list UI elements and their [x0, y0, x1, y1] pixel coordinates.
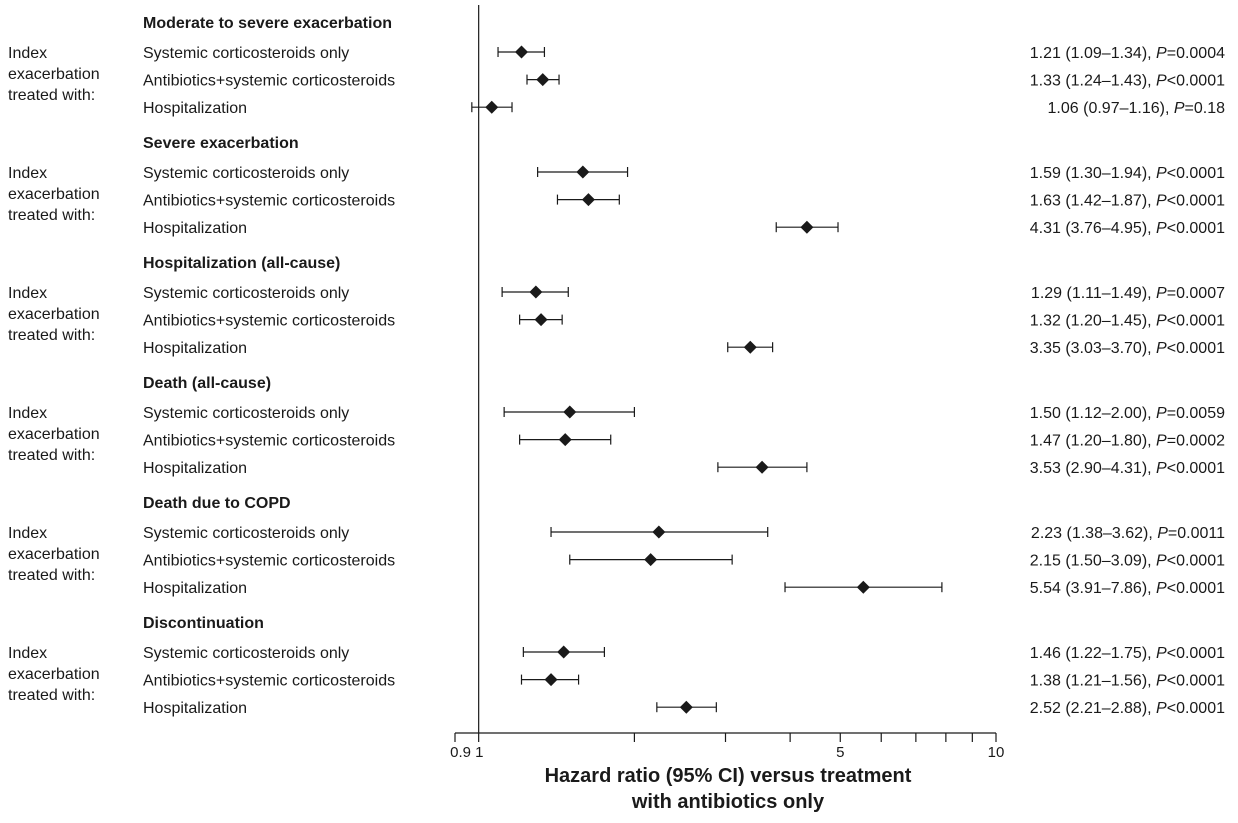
hr-marker	[485, 100, 499, 114]
hr-value-text: 1.50 (1.12–2.00), P=0.0059	[1030, 405, 1225, 422]
group-title: Moderate to severe exacerbation	[143, 15, 392, 32]
hr-value-text: 4.31 (3.76–4.95), P<0.0001	[1030, 220, 1225, 237]
hr-marker	[529, 285, 543, 299]
hr-value-text: 2.15 (1.50–3.09), P<0.0001	[1030, 553, 1225, 570]
x-tick-label: 0.9 1	[450, 744, 483, 761]
hr-marker	[544, 673, 558, 687]
row-label: Antibiotics+systemic corticosteroids	[143, 673, 395, 690]
row-label: Antibiotics+systemic corticosteroids	[143, 553, 395, 570]
hr-marker	[800, 220, 814, 234]
hr-value-text: 3.53 (2.90–4.31), P<0.0001	[1030, 460, 1225, 477]
side-label: exacerbation	[8, 306, 100, 323]
row-label: Hospitalization	[143, 460, 247, 477]
x-tick-label: 5	[836, 744, 844, 761]
row-label: Hospitalization	[143, 700, 247, 717]
hr-value-text: 2.52 (2.21–2.88), P<0.0001	[1030, 700, 1225, 717]
hr-value-text: 1.59 (1.30–1.94), P<0.0001	[1030, 165, 1225, 182]
hr-marker	[576, 165, 590, 179]
hr-marker	[514, 45, 528, 59]
row-label: Systemic corticosteroids only	[143, 165, 349, 182]
side-label: exacerbation	[8, 546, 100, 563]
row-label: Systemic corticosteroids only	[143, 645, 349, 662]
hr-value-text: 1.21 (1.09–1.34), P=0.0004	[1030, 45, 1225, 62]
side-label: treated with:	[8, 327, 95, 344]
hr-value-text: 2.23 (1.38–3.62), P=0.0011	[1031, 525, 1225, 542]
hr-value-text: 1.32 (1.20–1.45), P<0.0001	[1030, 313, 1225, 330]
hr-marker	[581, 193, 595, 207]
row-label: Antibiotics+systemic corticosteroids	[143, 433, 395, 450]
hr-value-text: 1.47 (1.20–1.80), P=0.0002	[1030, 433, 1225, 450]
x-axis-label: with antibiotics only	[631, 791, 825, 813]
group-title: Severe exacerbation	[143, 135, 299, 152]
side-label: treated with:	[8, 447, 95, 464]
row-label: Systemic corticosteroids only	[143, 405, 349, 422]
hr-marker	[557, 645, 571, 659]
hr-marker	[679, 700, 693, 714]
row-label: Antibiotics+systemic corticosteroids	[143, 193, 395, 210]
hr-value-text: 1.46 (1.22–1.75), P<0.0001	[1030, 645, 1225, 662]
side-label: Index	[8, 45, 47, 62]
x-tick-label: 10	[988, 744, 1005, 761]
hr-value-text: 1.06 (0.97–1.16), P=0.18	[1048, 100, 1226, 117]
row-label: Antibiotics+systemic corticosteroids	[143, 73, 395, 90]
hr-marker	[652, 525, 666, 539]
group-title: Death due to COPD	[143, 495, 291, 512]
row-label: Hospitalization	[143, 100, 247, 117]
hr-marker	[856, 580, 870, 594]
side-label: exacerbation	[8, 426, 100, 443]
row-label: Antibiotics+systemic corticosteroids	[143, 313, 395, 330]
side-label: Index	[8, 525, 47, 542]
hr-marker	[558, 433, 572, 447]
group-title: Death (all-cause)	[143, 375, 271, 392]
row-label: Hospitalization	[143, 580, 247, 597]
hr-value-text: 1.38 (1.21–1.56), P<0.0001	[1030, 673, 1225, 690]
side-label: treated with:	[8, 87, 95, 104]
side-label: exacerbation	[8, 666, 100, 683]
row-label: Systemic corticosteroids only	[143, 285, 349, 302]
side-label: treated with:	[8, 207, 95, 224]
side-label: Index	[8, 165, 47, 182]
side-label: Index	[8, 285, 47, 302]
hr-value-text: 1.33 (1.24–1.43), P<0.0001	[1030, 73, 1225, 90]
hr-value-text: 5.54 (3.91–7.86), P<0.0001	[1030, 580, 1225, 597]
side-label: treated with:	[8, 687, 95, 704]
row-label: Systemic corticosteroids only	[143, 525, 349, 542]
hr-marker	[536, 73, 550, 87]
hr-marker	[755, 460, 769, 474]
side-label: Index	[8, 405, 47, 422]
side-label: Index	[8, 645, 47, 662]
hr-value-text: 3.35 (3.03–3.70), P<0.0001	[1030, 340, 1225, 357]
hr-value-text: 1.29 (1.11–1.49), P=0.0007	[1031, 285, 1225, 302]
side-label: exacerbation	[8, 66, 100, 83]
hr-marker	[563, 405, 577, 419]
hr-value-text: 1.63 (1.42–1.87), P<0.0001	[1030, 193, 1225, 210]
group-title: Hospitalization (all-cause)	[143, 255, 340, 272]
row-label: Systemic corticosteroids only	[143, 45, 349, 62]
row-label: Hospitalization	[143, 220, 247, 237]
side-label: treated with:	[8, 567, 95, 584]
hr-marker	[743, 340, 757, 354]
group-title: Discontinuation	[143, 615, 264, 632]
side-label: exacerbation	[8, 186, 100, 203]
hr-marker	[534, 313, 548, 327]
row-label: Hospitalization	[143, 340, 247, 357]
x-axis-label: Hazard ratio (95% CI) versus treatment	[545, 765, 912, 787]
hr-marker	[644, 553, 658, 567]
